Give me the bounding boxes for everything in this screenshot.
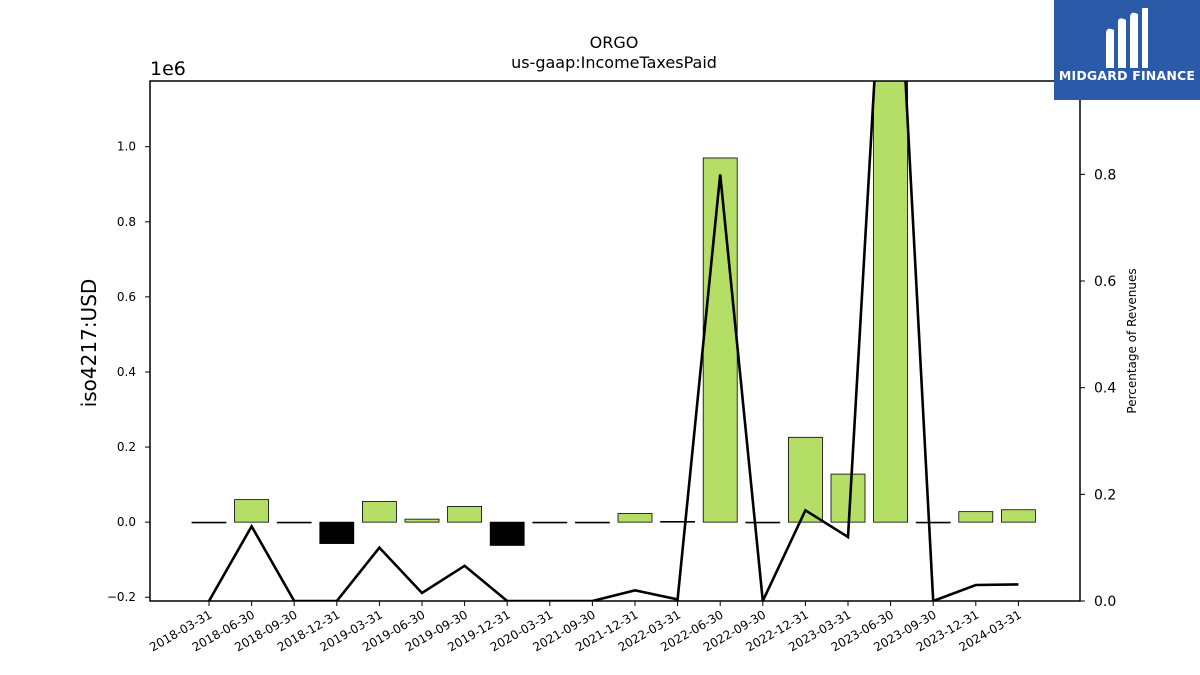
logo-text: MIDGARD FINANCE [1058, 68, 1196, 83]
y2-tick-label: 0.8 [1094, 167, 1116, 183]
y-tick-label: 0.2 [117, 440, 136, 454]
bar-2018-12-31 [319, 521, 355, 544]
bar-2022-06-30 [702, 157, 738, 523]
bar-2019-12-31 [489, 521, 525, 546]
bar-2023-06-30 [873, 81, 908, 523]
bar-2019-06-30 [404, 518, 440, 523]
midgard-m-logo-icon [1106, 8, 1148, 68]
chart-subtitle: us-gaap:IncomeTaxesPaid [511, 53, 717, 72]
bar-2022-12-31 [788, 436, 823, 523]
bar-2024-03-31 [1001, 509, 1036, 523]
y-tick-label: 0.6 [117, 290, 136, 304]
y-tick-label: 0.4 [117, 365, 136, 379]
bar-2022-09-30 [745, 521, 781, 524]
y-axis-label: iso4217:USD [77, 279, 101, 408]
bar-2021-12-31 [617, 513, 653, 523]
y-tick-label: 0.0 [117, 515, 136, 529]
y2-tick-label: 0.6 [1094, 274, 1116, 290]
bar-2018-06-30 [234, 499, 270, 523]
bar-2019-09-30 [447, 505, 483, 523]
bar-2019-03-31 [361, 501, 397, 523]
y-tick-label: 1.0 [117, 140, 136, 154]
y2-tick-label: 0.2 [1094, 487, 1116, 503]
y2-tick-label: 0.4 [1094, 381, 1116, 397]
bar-2020-03-31 [532, 521, 568, 524]
bar-2023-12-31 [958, 511, 994, 523]
y-tick-label: 0.8 [117, 215, 136, 229]
y-scale-label: 1e6 [150, 58, 186, 80]
percentage-line [207, 81, 1019, 601]
plot-frame [149, 80, 1081, 602]
midgard-finance-logo: MIDGARD FINANCE [1054, 0, 1200, 100]
bar-2023-03-31 [830, 473, 866, 523]
bar-2022-03-31 [660, 521, 695, 523]
bar-2023-09-30 [915, 521, 951, 524]
bar-2018-03-31 [191, 521, 227, 524]
y2-tick-label: 0.0 [1094, 594, 1116, 610]
chart-title: ORGO [590, 33, 639, 52]
bar-2018-09-30 [276, 521, 312, 524]
y2-axis-label: Percentage of Revenues [1125, 268, 1139, 413]
bar-2021-09-30 [575, 521, 610, 524]
y-tick-label: −0.2 [107, 590, 136, 604]
